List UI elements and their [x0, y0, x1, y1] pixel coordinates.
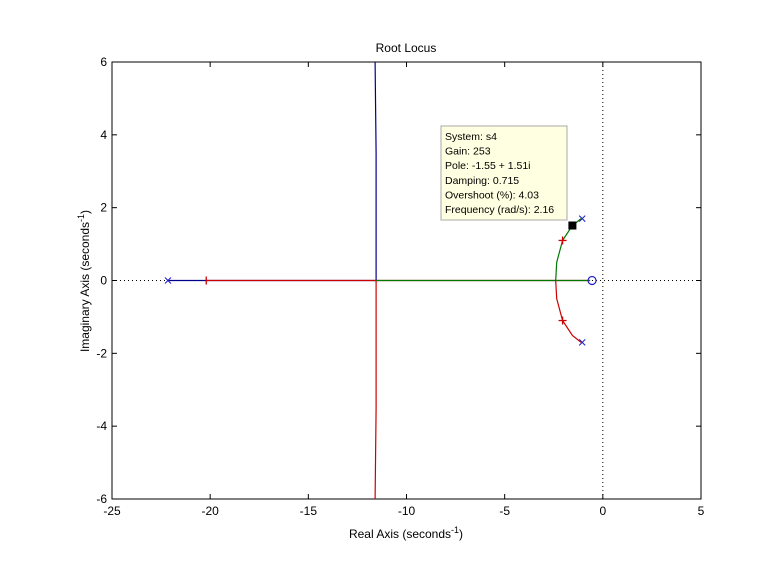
- x-tick-label: -25: [103, 504, 121, 518]
- locus-branch-1: [206, 279, 377, 500]
- y-tick-label: -6: [96, 492, 107, 506]
- pole-marker-0: [164, 277, 172, 284]
- x-tick-label: -15: [300, 504, 318, 518]
- x-tick-label: 5: [698, 504, 705, 518]
- datatip-box: [440, 125, 568, 221]
- x-axis-title: Real Axis (seconds-1): [349, 525, 463, 541]
- y-tick-label: 2: [100, 201, 107, 215]
- pole-stroke: [578, 339, 586, 346]
- datatip-line-1: Gain: 253: [445, 146, 491, 158]
- datatip-line-4: Overshoot (%): 4.03: [445, 189, 539, 201]
- x-tick-label: -5: [499, 504, 510, 518]
- y-tick-label: 0: [100, 274, 107, 288]
- gain-mark-1: [558, 236, 567, 245]
- datatip-marker: [568, 221, 577, 230]
- datatip-line-0: System: s4: [445, 131, 497, 143]
- x-tick-label: 0: [599, 504, 606, 518]
- pole-marker-2: [578, 339, 586, 346]
- y-tick-label: -4: [96, 419, 107, 433]
- datatip-line-5: Frequency (rad/s): 2.16: [445, 204, 554, 216]
- pole-stroke: [578, 215, 586, 222]
- x-tick-label: -20: [201, 504, 219, 518]
- pole-stroke: [164, 277, 172, 284]
- gain-mark-2: [558, 316, 567, 325]
- x-tick-label: -10: [398, 504, 416, 518]
- datatip-line-2: Pole: -1.55 + 1.51i: [445, 160, 531, 172]
- y-tick-label: -2: [96, 346, 107, 360]
- y-axis-title: Imaginary Axis (seconds-1): [76, 210, 92, 352]
- y-tick-label: 4: [100, 128, 107, 142]
- datatip-line-3: Damping: 0.715: [445, 175, 519, 187]
- y-tick-label: 6: [100, 55, 107, 69]
- pole-marker-1: [578, 215, 586, 222]
- chart-title: Root Locus: [376, 41, 437, 55]
- zero-marker-0: [587, 275, 597, 286]
